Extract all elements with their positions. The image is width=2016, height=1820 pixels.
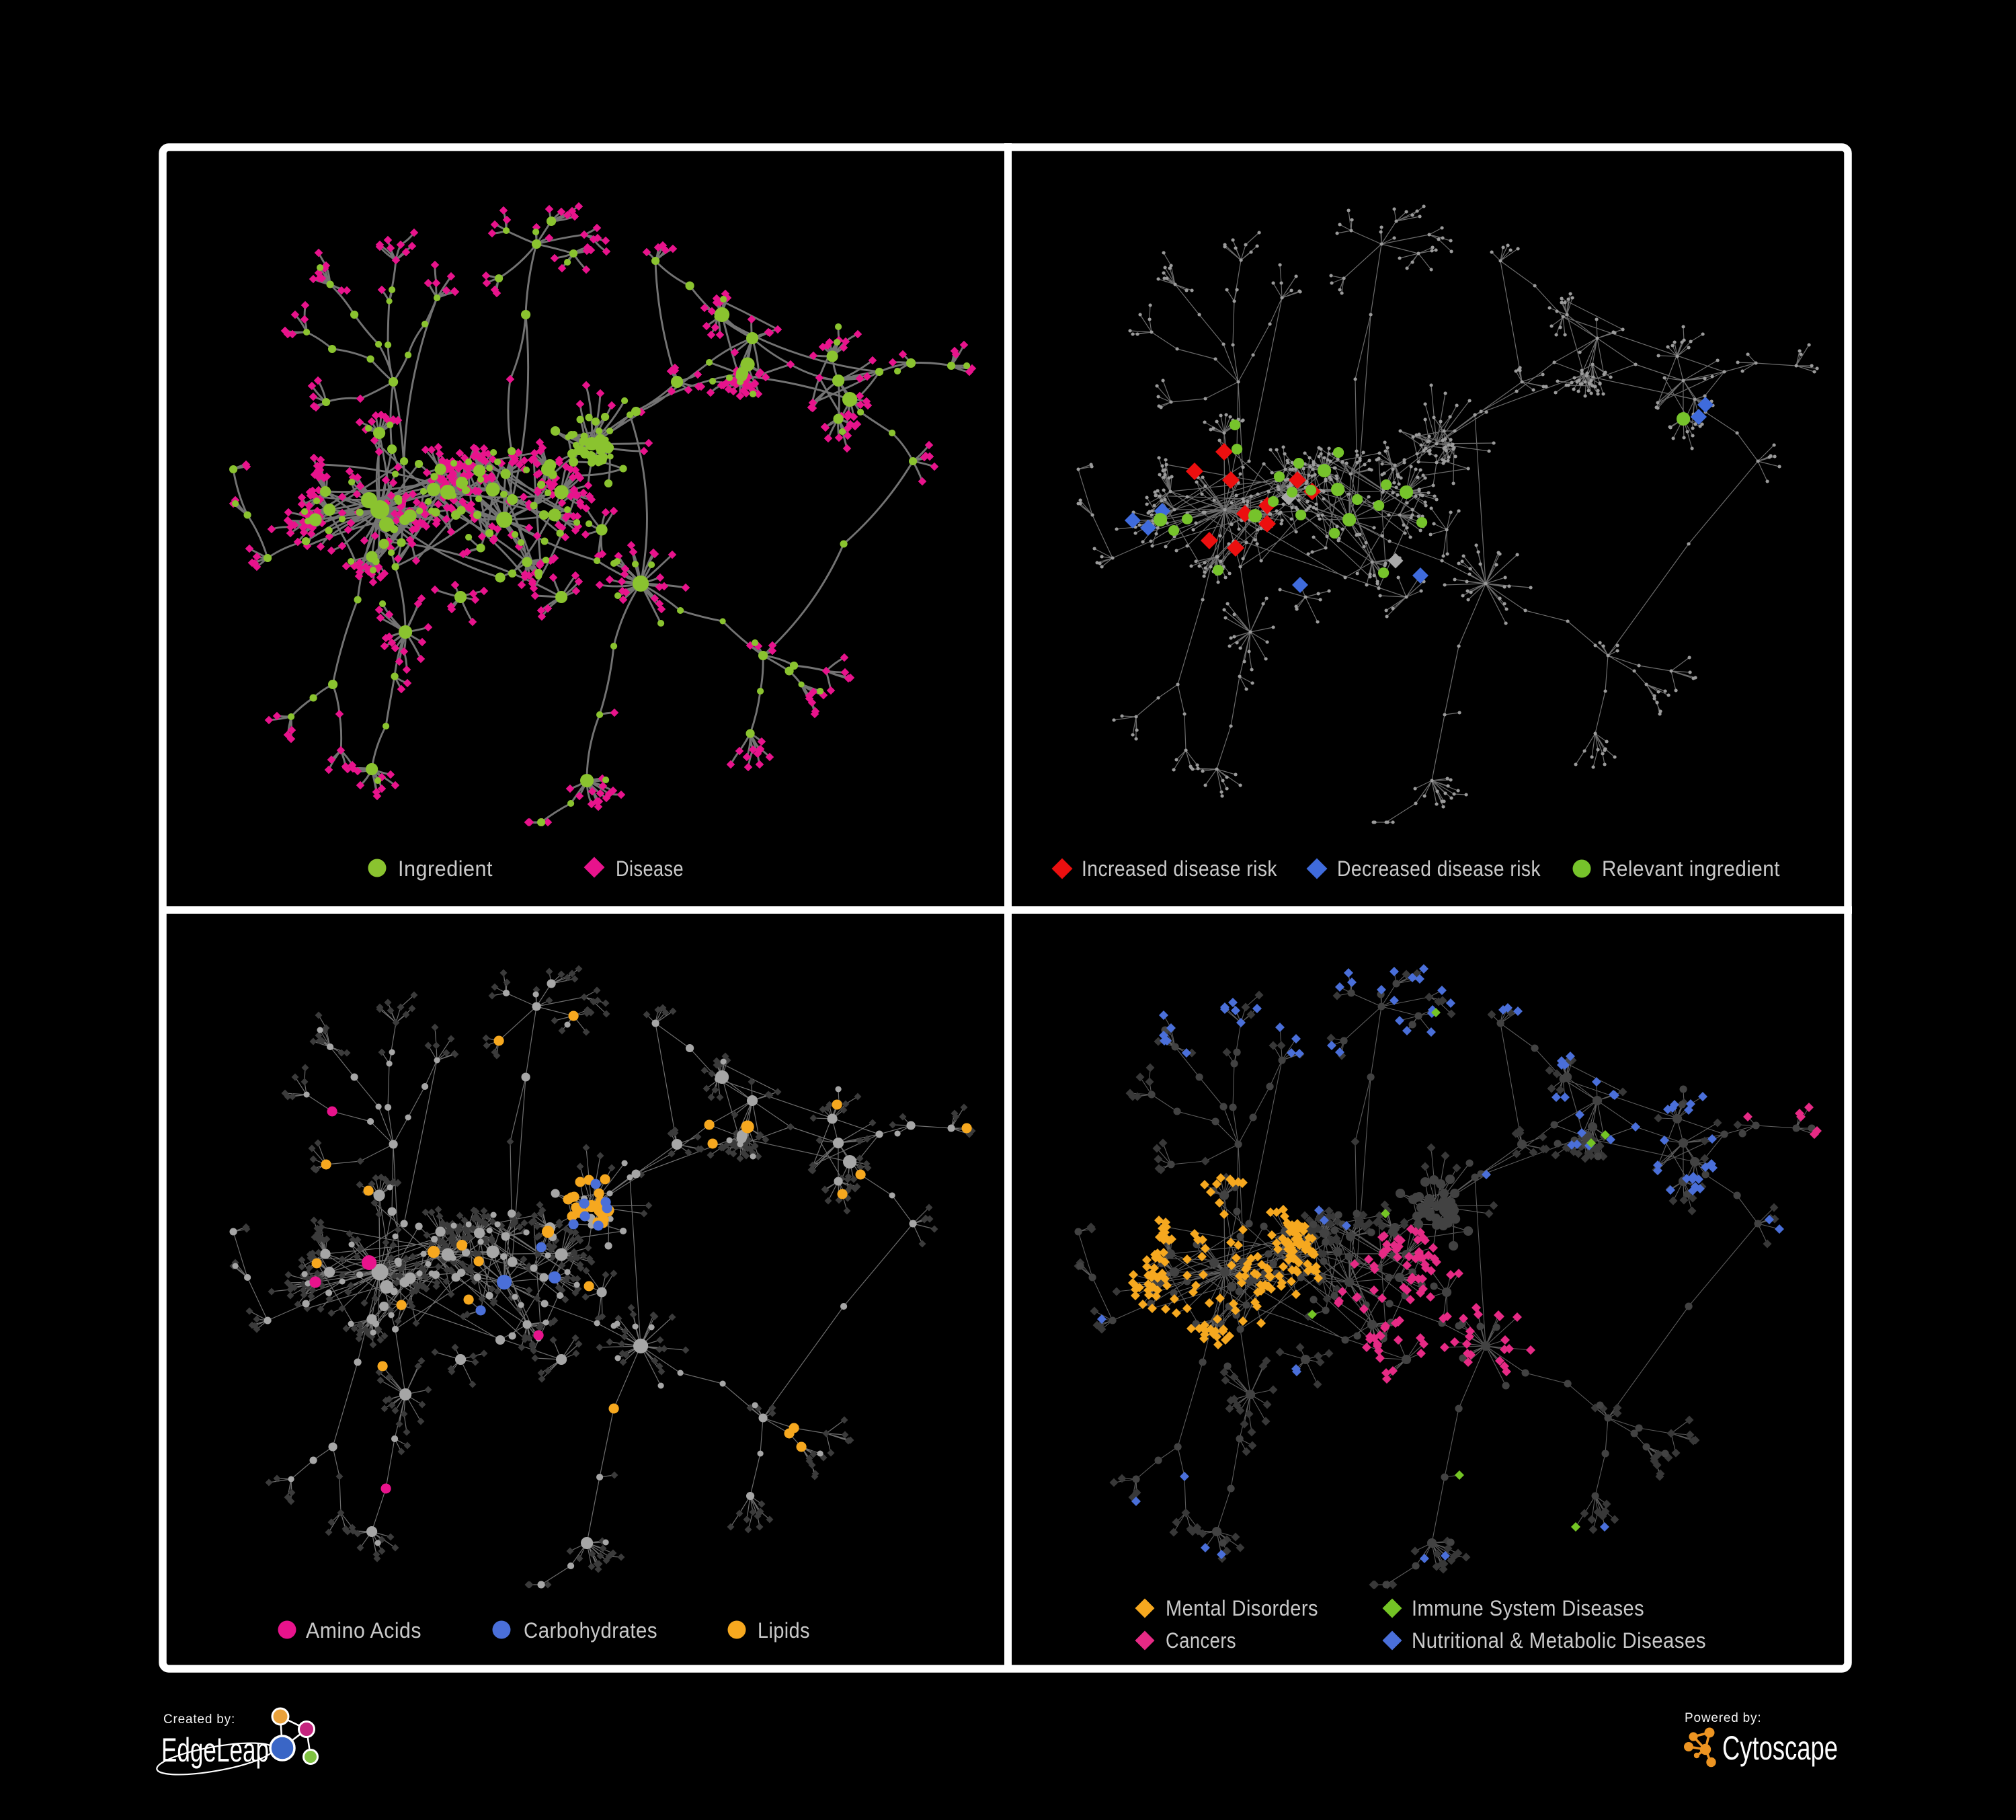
- svg-text:Mental Disorders: Mental Disorders: [1166, 1596, 1318, 1620]
- svg-text:Immune System Diseases: Immune System Diseases: [1412, 1596, 1644, 1620]
- svg-text:Decreased disease risk: Decreased disease risk: [1337, 857, 1541, 881]
- svg-text:Powered by:: Powered by:: [1685, 1711, 1761, 1725]
- svg-text:Relevant ingredient: Relevant ingredient: [1602, 857, 1780, 881]
- svg-text:Cytoscape: Cytoscape: [1722, 1729, 1838, 1767]
- svg-text:Lipids: Lipids: [758, 1618, 810, 1643]
- svg-text:EdgeLeap: EdgeLeap: [161, 1731, 269, 1769]
- svg-text:Disease: Disease: [616, 857, 684, 881]
- svg-text:Ingredient: Ingredient: [398, 857, 493, 881]
- svg-text:Nutritional & Metabolic Diseas: Nutritional & Metabolic Diseases: [1412, 1628, 1706, 1653]
- svg-text:Cancers: Cancers: [1166, 1628, 1236, 1653]
- svg-text:Amino Acids: Amino Acids: [306, 1618, 421, 1643]
- svg-text:Increased disease risk: Increased disease risk: [1082, 857, 1277, 881]
- svg-text:Carbohydrates: Carbohydrates: [524, 1618, 657, 1643]
- svg-text:Created by:: Created by:: [163, 1712, 235, 1727]
